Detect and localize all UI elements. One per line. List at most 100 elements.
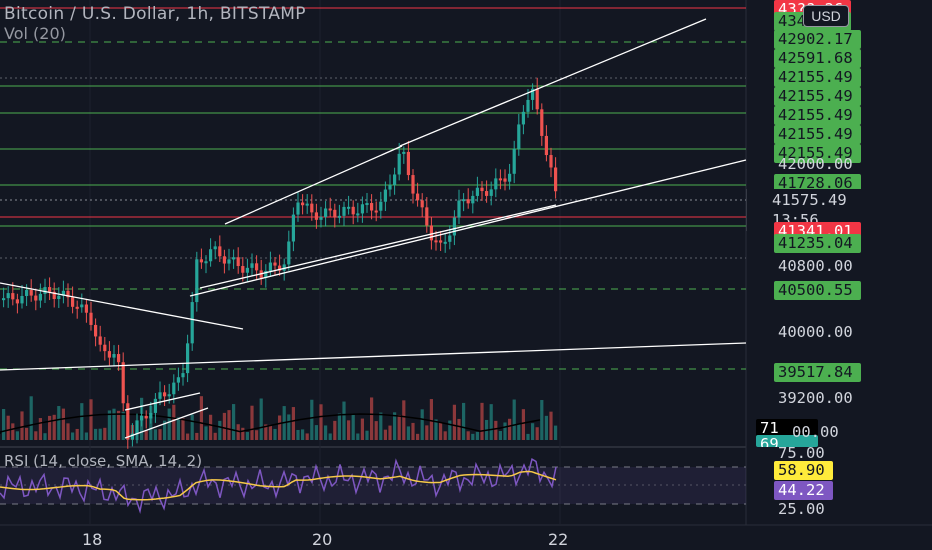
volume-bar bbox=[259, 398, 263, 440]
volume-bar bbox=[489, 404, 493, 440]
candle-body bbox=[48, 287, 52, 292]
rsi-ma-tag: 44.22 bbox=[774, 481, 833, 500]
volume-bar bbox=[425, 425, 429, 440]
volume-bar bbox=[411, 422, 415, 440]
rsi-indicator-label[interactable]: RSI (14, close, SMA, 14, 2) bbox=[4, 452, 203, 470]
candle-body bbox=[374, 210, 378, 213]
candle-body bbox=[296, 202, 300, 215]
price-tag: 41728.06 bbox=[774, 174, 861, 193]
candle-body bbox=[324, 208, 328, 218]
volume-bar bbox=[112, 408, 116, 440]
candle-body bbox=[466, 199, 470, 204]
candle-body bbox=[429, 225, 433, 241]
price-tag: 39517.84 bbox=[774, 363, 861, 382]
candle-body bbox=[402, 151, 406, 154]
volume-bar bbox=[245, 432, 249, 440]
volume-bar bbox=[163, 420, 167, 440]
volume-bar bbox=[333, 420, 337, 440]
volume-bar bbox=[227, 410, 231, 440]
price-tag: 42155.49 bbox=[774, 144, 861, 163]
volume-bar bbox=[273, 428, 277, 440]
candle-body bbox=[98, 336, 102, 345]
volume-bar bbox=[356, 433, 360, 440]
candle-body bbox=[452, 217, 456, 236]
candle-body bbox=[416, 193, 420, 201]
volume-bar bbox=[209, 414, 213, 440]
candle-body bbox=[383, 189, 387, 202]
volume-bar bbox=[218, 420, 222, 440]
price-tag: 42155.49 bbox=[774, 106, 861, 125]
candle-body bbox=[278, 265, 282, 271]
candle-body bbox=[199, 259, 203, 263]
volume-indicator-label[interactable]: Vol (20) bbox=[4, 24, 66, 43]
volume-bar bbox=[521, 409, 525, 440]
volume-bar bbox=[342, 401, 346, 440]
symbol-title[interactable]: Bitcoin / U.S. Dollar, 1h, BITSTAMP bbox=[4, 4, 306, 24]
candle-body bbox=[126, 403, 130, 440]
volume-bar bbox=[429, 399, 433, 440]
volume-bar bbox=[466, 431, 470, 440]
price-tag: 42155.49 bbox=[774, 68, 861, 87]
candle-body bbox=[314, 212, 318, 220]
volume-bar bbox=[241, 427, 245, 440]
price-axis-label: 39200.00 bbox=[778, 389, 853, 407]
date-label: 20 bbox=[312, 530, 333, 549]
candle-body bbox=[29, 290, 33, 296]
candle-body bbox=[232, 257, 236, 260]
candle-body bbox=[6, 293, 10, 299]
candle-body bbox=[434, 240, 438, 243]
volume-bar bbox=[52, 414, 56, 440]
candle-body bbox=[526, 99, 530, 112]
candle-body bbox=[66, 290, 70, 298]
volume-bar bbox=[314, 425, 318, 440]
volume-bar bbox=[71, 432, 75, 440]
candle-body bbox=[186, 343, 190, 374]
trendline bbox=[124, 392, 201, 411]
volume-bar bbox=[402, 400, 406, 440]
currency-button[interactable]: USD bbox=[803, 5, 849, 27]
candle-body bbox=[75, 306, 79, 309]
price-tag: 40500.55 bbox=[774, 281, 861, 300]
candle-body bbox=[475, 187, 479, 196]
candle-body bbox=[204, 261, 208, 264]
volume-tag: 69 bbox=[756, 435, 818, 447]
volume-bar bbox=[38, 418, 42, 440]
rsi-tag: 58.90 bbox=[774, 461, 833, 480]
volume-bar bbox=[540, 400, 544, 440]
volume-bar bbox=[337, 413, 341, 440]
volume-bar bbox=[167, 408, 171, 440]
volume-bar bbox=[347, 420, 351, 440]
candle-body bbox=[153, 398, 157, 413]
candle-body bbox=[227, 259, 231, 264]
volume-bar bbox=[66, 423, 70, 440]
volume-bar bbox=[457, 418, 461, 440]
candle-body bbox=[365, 203, 369, 206]
candle-body bbox=[89, 312, 93, 325]
volume-bar bbox=[291, 407, 295, 440]
candle-body bbox=[287, 241, 291, 265]
volume-bar bbox=[535, 427, 539, 440]
candle-body bbox=[264, 270, 268, 278]
volume-bar bbox=[328, 433, 332, 440]
candle-body bbox=[498, 178, 502, 181]
volume-bar bbox=[6, 415, 10, 440]
trendline bbox=[399, 18, 707, 147]
candle-body bbox=[84, 304, 88, 313]
volume-bar bbox=[94, 428, 98, 440]
volume-bar bbox=[310, 399, 314, 440]
volume-bar bbox=[517, 424, 521, 440]
candle-body bbox=[144, 415, 148, 419]
candles bbox=[2, 77, 558, 449]
volume-bar bbox=[531, 423, 535, 440]
volume-bar bbox=[480, 402, 484, 440]
candle-body bbox=[163, 392, 167, 397]
price-axis-label: 40000.00 bbox=[778, 323, 853, 341]
date-label: 22 bbox=[548, 530, 569, 549]
volume-bar bbox=[351, 413, 355, 440]
volume-bar bbox=[213, 432, 217, 440]
candle-body bbox=[393, 174, 397, 186]
candle-body bbox=[282, 264, 286, 271]
volume-bar bbox=[103, 427, 107, 440]
candle-body bbox=[15, 299, 19, 304]
